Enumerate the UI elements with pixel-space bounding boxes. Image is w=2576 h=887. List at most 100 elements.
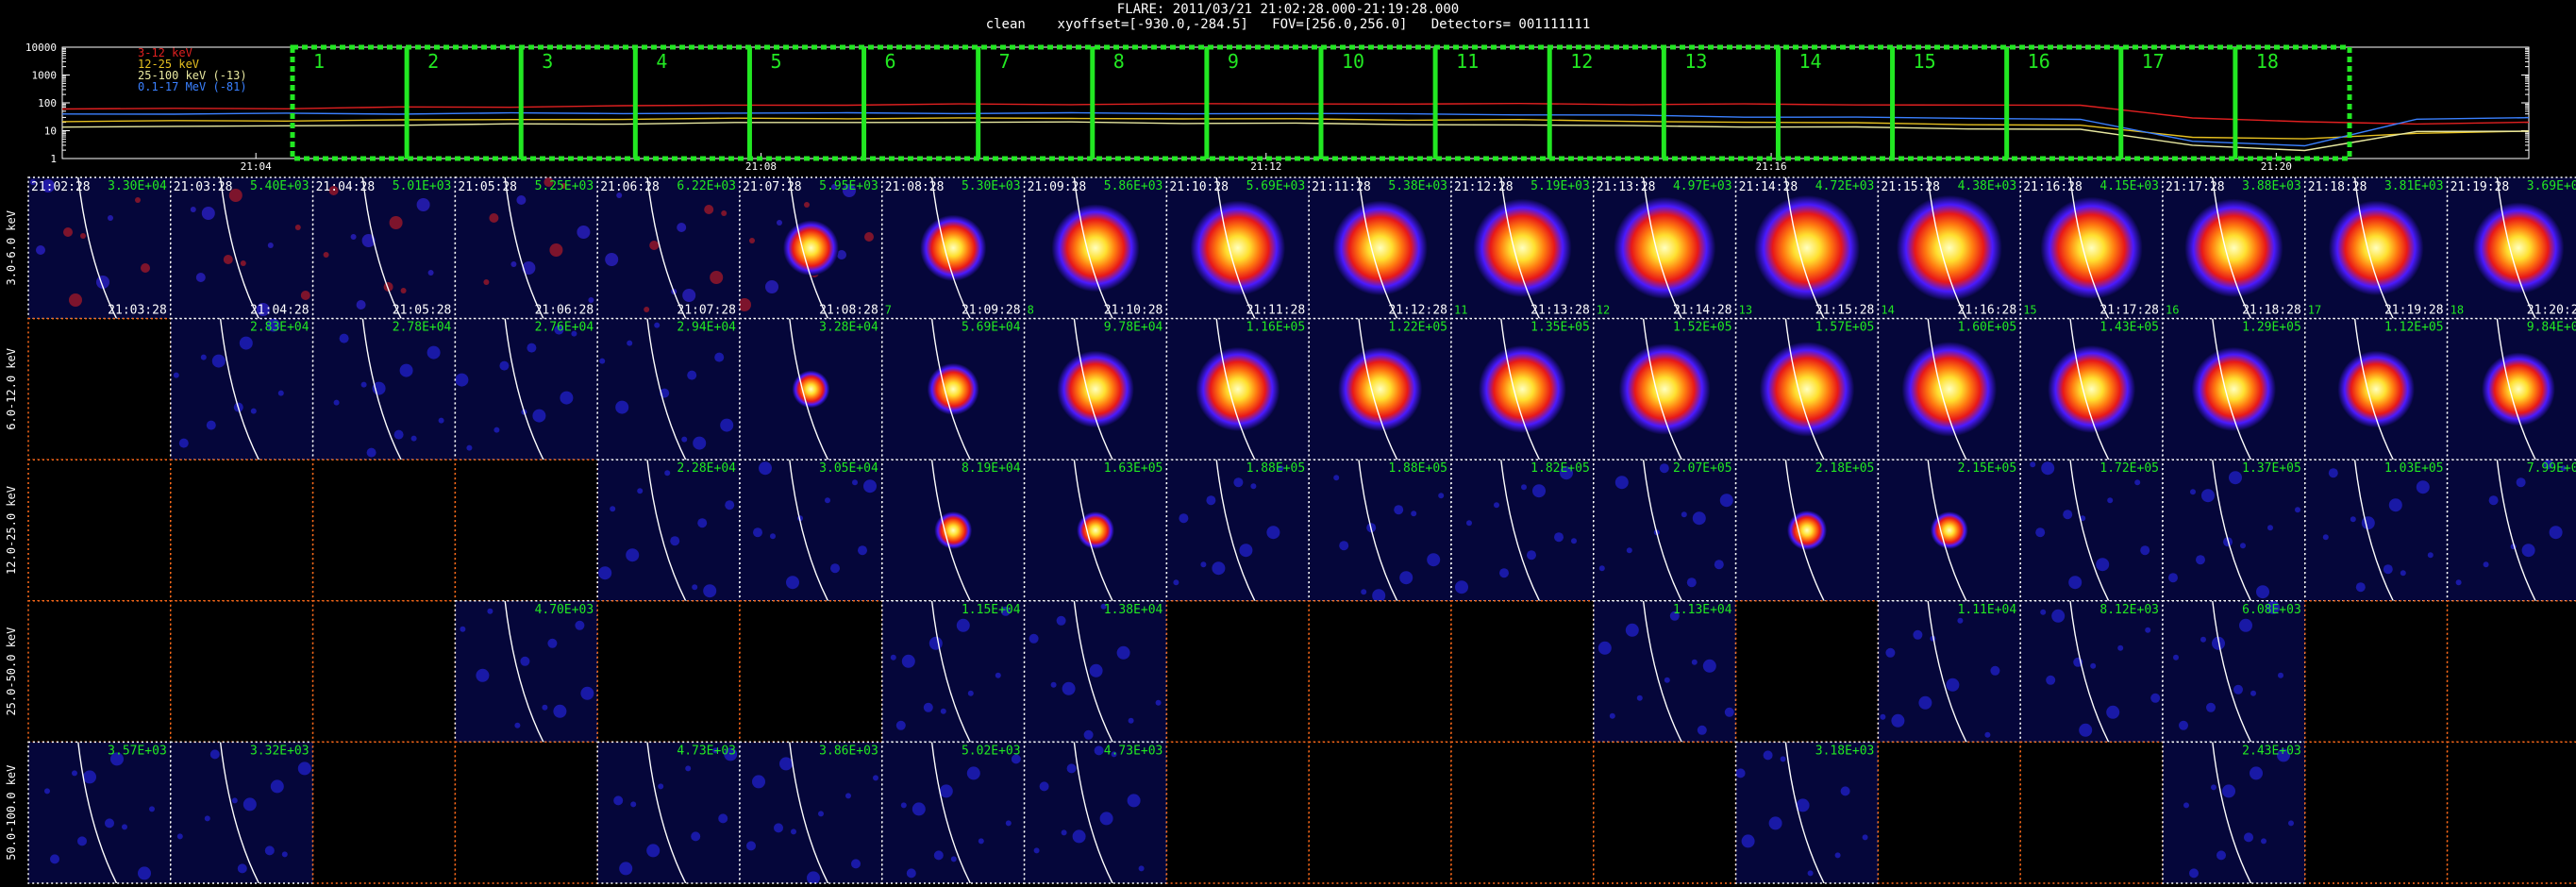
noise-blob	[50, 854, 59, 864]
noise-blob	[542, 704, 548, 711]
noise-blob	[549, 243, 563, 257]
interval-index: 8	[1028, 304, 1034, 317]
noise-blob	[173, 372, 179, 378]
image-panel: 5.40E+03 21:03:28 21:04:28	[170, 176, 314, 320]
image-panel: 9.84E+04	[2446, 317, 2576, 460]
noise-blob	[1735, 768, 1746, 778]
image-panel: 2.78E+04	[311, 317, 457, 460]
flare-source	[1896, 194, 2002, 301]
noise-blob	[2030, 461, 2036, 468]
solar-limb	[2069, 600, 2110, 743]
interval-number: 4	[656, 50, 667, 73]
solar-limb	[1215, 177, 1256, 319]
solar-limb	[2069, 318, 2110, 460]
solar-limb	[1784, 742, 1825, 884]
noise-blob	[1050, 681, 1057, 688]
image-panel	[2304, 741, 2449, 884]
interval-index: 16	[2166, 304, 2179, 317]
start-time: 21:06:28	[600, 180, 660, 194]
noise-blob	[825, 497, 830, 504]
noise-blob	[223, 255, 233, 264]
solar-limb	[1642, 177, 1682, 319]
image-panel	[27, 600, 172, 744]
interval-index: 11	[1454, 304, 1467, 317]
noise-blob	[670, 536, 680, 546]
solar-limb	[2496, 177, 2536, 319]
energy-band-label: 12.0-25.0 keV	[5, 486, 18, 575]
empty-panel	[2446, 600, 2576, 744]
panel-background	[597, 318, 740, 460]
noise-blob	[740, 298, 751, 311]
image-panel	[739, 600, 883, 744]
y-tick-label: 100	[38, 97, 57, 109]
noise-blob	[2096, 558, 2110, 572]
image-panel: 2.07E+05	[1593, 459, 1737, 602]
noise-blob	[560, 391, 574, 405]
peak-value: 2.28E+04	[677, 461, 736, 476]
image-panel: 3.81E+03 21:18:28 21:19:28 17	[2304, 176, 2449, 320]
empty-panel	[27, 317, 172, 460]
solar-limb	[504, 600, 544, 743]
solar-limb	[1215, 318, 1256, 460]
noise-blob	[1913, 629, 1923, 640]
peak-value: 3.30E+04	[108, 179, 167, 193]
noise-blob	[923, 702, 933, 712]
image-panel: 9.78E+04	[1023, 317, 1168, 460]
start-time: 21:12:28	[1454, 180, 1514, 194]
noise-blob	[1494, 502, 1499, 509]
noise-blob	[685, 765, 692, 772]
noise-blob	[725, 500, 735, 510]
noise-blob	[339, 333, 349, 343]
noise-blob	[807, 871, 820, 884]
x-tick-label: 21:08	[745, 160, 777, 173]
series-line	[61, 121, 2530, 152]
noise-blob	[2145, 627, 2151, 633]
noise-blob	[527, 343, 537, 353]
noise-blob	[978, 838, 984, 845]
x-tick-label: 21:16	[1756, 160, 1787, 173]
x-tick-label: 21:04	[241, 160, 272, 173]
noise-blob	[1554, 532, 1564, 543]
noise-blob	[466, 444, 473, 451]
noise-blob	[270, 779, 284, 794]
solar-limb	[2212, 600, 2252, 743]
y-tick-label: 1	[50, 153, 57, 165]
image-panel: 2.28E+04	[596, 459, 741, 602]
image-panel: 2.15E+05	[1877, 459, 2021, 602]
noise-blob	[476, 668, 490, 682]
noise-blob	[575, 620, 585, 630]
panel-background	[597, 177, 740, 319]
solar-limb	[2353, 177, 2394, 319]
end-time: 21:15:28	[1815, 304, 1875, 318]
noise-blob	[63, 227, 73, 237]
noise-blob	[2427, 552, 2434, 559]
image-panel: 1.38E+04	[1023, 600, 1168, 744]
image-panel	[1165, 600, 1310, 744]
noise-blob	[967, 690, 974, 696]
image-panel: 5.38E+03 21:11:28 21:12:28	[1308, 176, 1452, 320]
noise-blob	[2079, 723, 2093, 737]
panel-background	[1735, 742, 1879, 883]
solar-limb	[219, 742, 259, 884]
empty-panel	[1308, 600, 1452, 744]
peak-value: 3.81E+03	[2384, 179, 2444, 193]
interval-index: 18	[2451, 304, 2464, 317]
noise-blob	[1094, 745, 1104, 756]
image-panel	[311, 741, 457, 884]
solar-limb	[789, 460, 829, 601]
image-panel: 1.03E+05	[2304, 459, 2449, 602]
noise-blob	[616, 192, 623, 198]
noise-blob	[2488, 495, 2499, 506]
noise-blob	[1768, 816, 1782, 830]
image-panel: 3.57E+03	[27, 741, 172, 884]
noise-blob	[2416, 480, 2430, 494]
noise-blob	[2455, 579, 2462, 586]
image-panel: 8.12E+03	[2019, 600, 2164, 744]
solar-limb	[77, 177, 118, 319]
solar-limb	[789, 177, 829, 319]
flare-title: FLARE: 2011/03/21 21:02:28.000-21:19:28.…	[1116, 2, 1460, 17]
end-time: 21:08:28	[819, 304, 878, 318]
end-time: 21:11:28	[1246, 304, 1306, 318]
interval-number: 8	[1113, 50, 1125, 73]
image-panel: 3.86E+03	[739, 741, 883, 884]
